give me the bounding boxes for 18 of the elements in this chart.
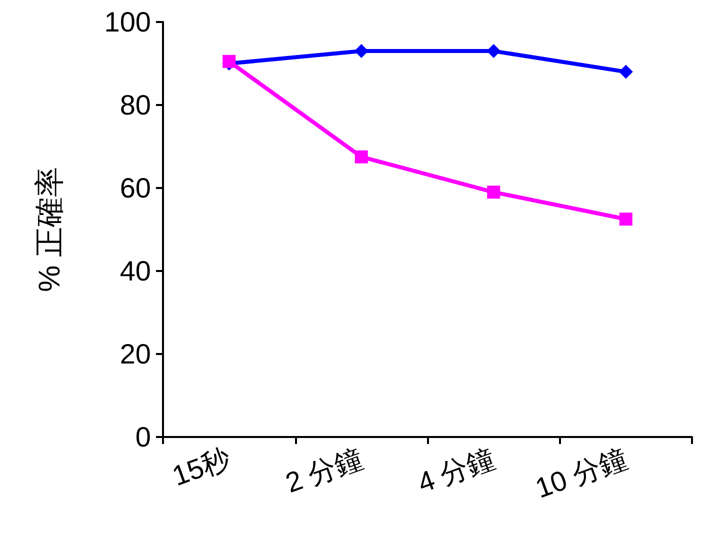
y-tick-label: 80 <box>120 90 151 120</box>
y-tick-label: 0 <box>135 422 151 452</box>
point <box>619 212 632 226</box>
x-tick-label: 4 分鐘 <box>414 442 499 499</box>
x-tick-label: 2 分鐘 <box>282 442 367 499</box>
y-axis-title: % 正確率 <box>34 166 66 292</box>
x-tick-label: 15秒 <box>168 442 234 492</box>
y-tick-label: 20 <box>120 338 151 370</box>
x-tick-label: 10 分鐘 <box>531 442 632 504</box>
point <box>618 64 633 79</box>
point <box>222 54 236 68</box>
y-tick-label: 40 <box>120 256 151 286</box>
y-tick-label: 60 <box>120 172 151 204</box>
point <box>354 150 368 164</box>
point <box>354 44 368 58</box>
y-tick-label: 100 <box>104 6 151 38</box>
point <box>487 186 500 199</box>
point <box>486 44 501 58</box>
